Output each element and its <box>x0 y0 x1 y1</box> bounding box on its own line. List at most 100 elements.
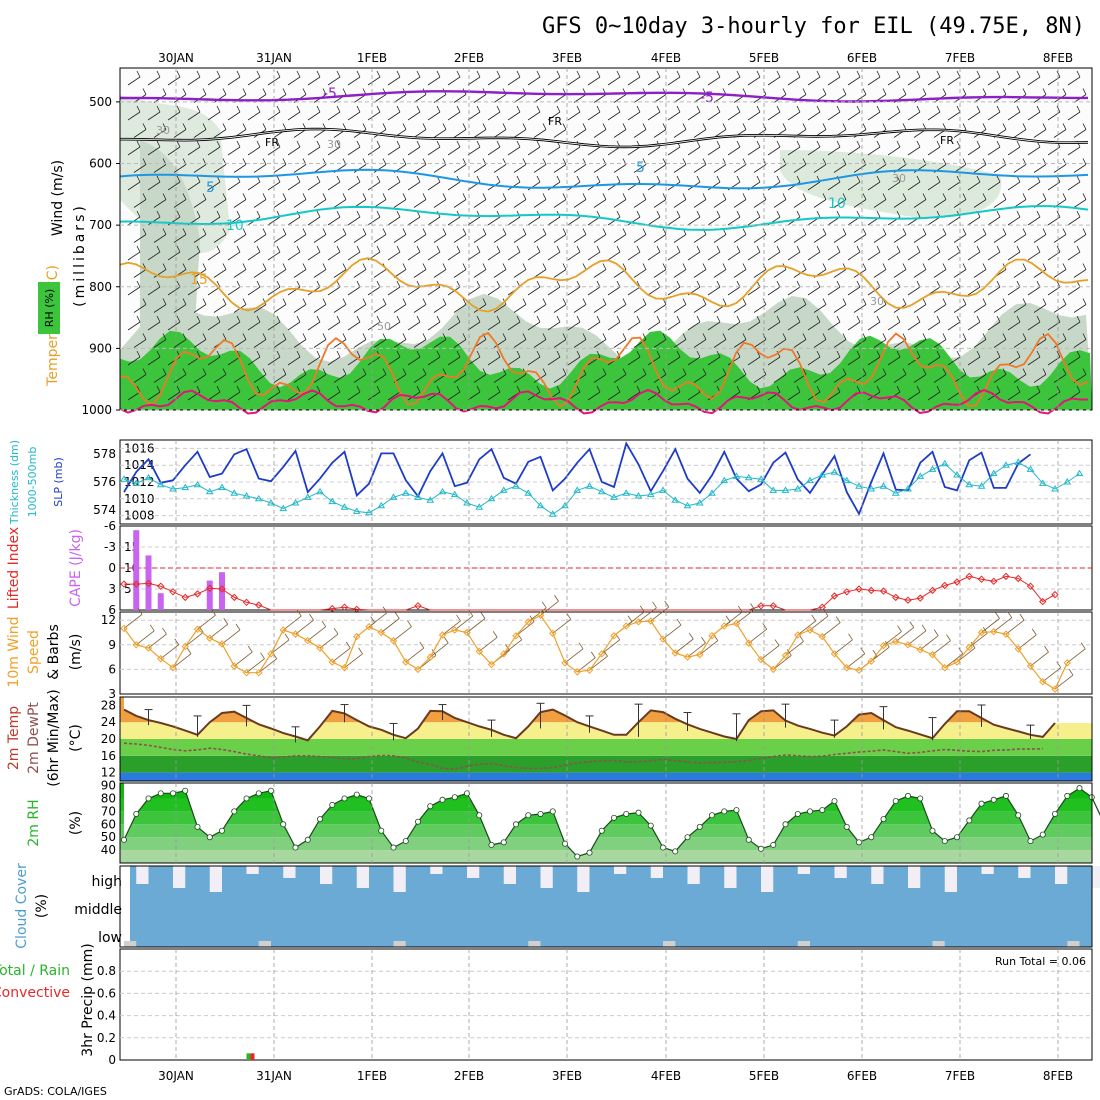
surface-barb-flag <box>652 601 657 609</box>
thickness-markers <box>120 458 1084 517</box>
wind-barb-flag <box>816 245 821 253</box>
wind-barb-flag <box>622 333 627 340</box>
upper-tick-label: 700 <box>89 218 112 232</box>
wind-barb-flag <box>736 315 741 323</box>
wind-barb-flag <box>696 350 701 358</box>
cloud-high-gap <box>797 866 810 874</box>
wind-barb <box>147 181 161 191</box>
dewpoint-line <box>123 742 1043 771</box>
thickness-marker <box>487 494 496 502</box>
wind-barb-flag <box>482 123 487 130</box>
wind-barb-flag <box>242 158 247 165</box>
wind-barb <box>947 356 961 366</box>
wind-panel-frame <box>119 611 1093 695</box>
wind-barb <box>773 304 787 313</box>
wind-barb <box>653 234 667 243</box>
wind-barb-flag <box>322 228 327 235</box>
cloud-high-gap <box>503 866 516 884</box>
wind-barb <box>1073 164 1087 173</box>
wind-marker <box>402 658 410 666</box>
wind-barb-flag <box>836 70 841 78</box>
axis-tick-label: 28 <box>101 698 116 712</box>
wind-barb-flag <box>1062 333 1067 340</box>
precip-tick-label: 0.2 <box>97 1031 116 1045</box>
wind-barb-flag <box>822 228 827 235</box>
li-marker <box>144 579 153 588</box>
cloud-high-gap <box>981 866 994 874</box>
li-marker <box>157 582 165 590</box>
wind-barb <box>667 146 681 156</box>
wind-barb <box>1007 146 1021 156</box>
wind-barb-flag <box>702 263 707 270</box>
wind-barb <box>407 111 421 121</box>
wind-barb-flag <box>636 210 641 218</box>
wind-barb <box>907 146 921 156</box>
thickness-marker <box>757 475 765 482</box>
wind-barb-flag <box>916 175 921 183</box>
cloud-high-gap <box>834 866 847 878</box>
wind-barb <box>947 181 961 191</box>
wind-barb-flag <box>1082 123 1087 130</box>
slp-tick-label: 1008 <box>124 509 155 523</box>
wind-barb <box>747 251 761 261</box>
wind-barb <box>167 181 181 191</box>
wind-barb-flag <box>902 263 907 270</box>
wind-barb-flag <box>802 298 807 305</box>
wind-barb <box>647 286 661 296</box>
wind-barb <box>973 199 987 208</box>
wind-barb-flag <box>816 210 821 218</box>
wind-marker <box>353 632 361 641</box>
surface-barb-flag <box>995 612 1000 619</box>
surface-barb-flag <box>1007 611 1013 618</box>
surface-barb-flag <box>186 647 192 654</box>
wind-barb-flag <box>1002 333 1007 340</box>
wind-barb <box>593 269 607 278</box>
wind-barb-flag <box>356 140 361 148</box>
wind-marker <box>916 646 924 654</box>
wind-barb <box>693 199 707 208</box>
li-marker <box>953 578 961 586</box>
wind-barb-flag <box>836 350 841 358</box>
wind-barb <box>913 374 927 383</box>
surface-barb-flag <box>946 634 951 641</box>
surface-barb <box>393 626 412 642</box>
wind-barb-flag <box>996 280 1001 288</box>
rh-marker <box>562 840 569 847</box>
wind-barb <box>207 356 221 366</box>
wind-barb-flag <box>936 70 941 78</box>
wind-marker <box>941 664 949 672</box>
thickness-marker <box>120 475 128 482</box>
wind-barb-flag <box>896 245 901 253</box>
rh-label-30-b: 30 <box>327 138 341 151</box>
wind-barb-flag <box>662 193 667 200</box>
wind-barb-flag <box>736 245 741 253</box>
cloud-low-block <box>932 941 945 947</box>
wind-barb-flag <box>196 105 201 113</box>
thickness-marker <box>169 485 177 492</box>
surface-barb-flag <box>211 608 216 616</box>
rh-marker <box>463 790 470 797</box>
wind-barb-flag <box>356 350 361 358</box>
wind-barb <box>1073 269 1087 278</box>
wind-barb-flag <box>616 280 621 288</box>
wind-barb <box>347 321 361 331</box>
surface-barb <box>601 639 620 655</box>
wind-barb-flag <box>436 140 441 148</box>
wind-barb-flag <box>576 105 581 113</box>
wind-barb <box>773 339 787 348</box>
wind-barb-flag <box>442 368 447 375</box>
surface-barb-flag <box>1056 661 1062 668</box>
thickness-marker <box>267 499 275 506</box>
wind-barb-flag <box>502 193 507 200</box>
wind-barb-flag <box>402 158 407 165</box>
rh-marker <box>990 796 997 803</box>
surface-barb <box>626 611 645 627</box>
wind-barb-flag <box>996 210 1001 218</box>
wind-barb <box>273 199 287 208</box>
wind-marker <box>389 636 398 645</box>
wind-marker <box>1039 677 1047 686</box>
thickness-marker <box>732 472 741 479</box>
wind-barb-flag <box>296 315 301 323</box>
wind-barb <box>867 111 881 121</box>
wind-barb-flag <box>1022 263 1027 270</box>
